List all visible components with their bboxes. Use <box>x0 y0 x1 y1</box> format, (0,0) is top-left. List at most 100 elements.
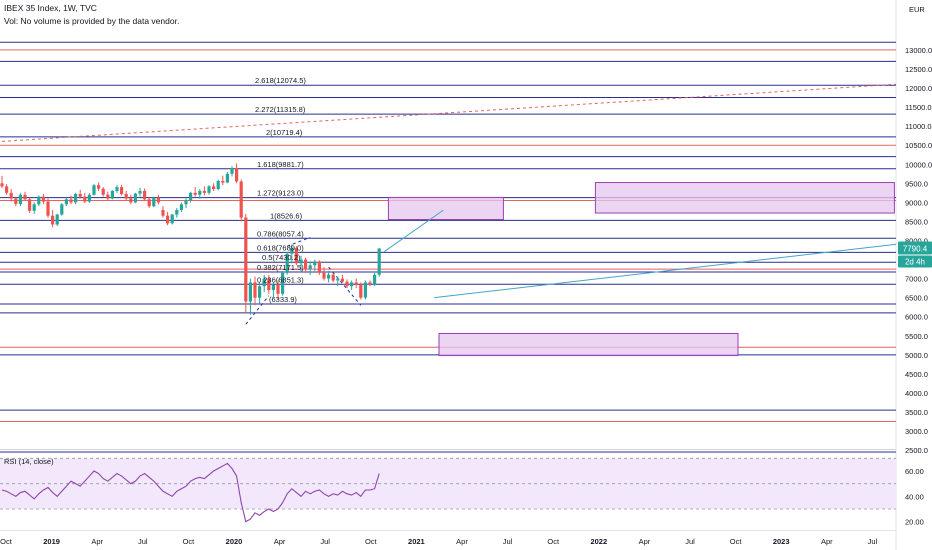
candle-body <box>184 200 188 205</box>
candle-body <box>60 204 64 215</box>
time-tick-label: Jul <box>685 537 695 546</box>
fib-label: 0.236(6851.3) <box>257 275 304 284</box>
countdown-label: 2d 4h <box>905 257 925 266</box>
candle-body <box>74 193 78 203</box>
candle-body <box>179 204 183 210</box>
candle-body <box>175 209 179 215</box>
fib-labels: 2.618(12074.5) 2.272(11315.8) 2(10719.4) 1.… <box>255 76 306 304</box>
candlesticks <box>0 163 381 315</box>
candle-body <box>46 201 50 216</box>
candle-body <box>235 168 239 182</box>
time-tick-label: Jul <box>138 537 148 546</box>
horizontal-levels <box>0 41 896 453</box>
rsi-tick-label: 60.00 <box>905 467 924 476</box>
candle-body <box>230 168 234 174</box>
candle-body <box>156 197 160 203</box>
rsi-tick-label: 40.00 <box>905 492 924 501</box>
candle-body <box>281 272 285 294</box>
candle-body <box>271 284 275 291</box>
candle-body <box>69 199 73 203</box>
price-tick-label: 12500.0 <box>905 65 932 74</box>
price-tick-label: 9000.0 <box>905 198 928 207</box>
time-tick-label: Oct <box>730 537 743 546</box>
candle-body <box>51 215 55 225</box>
candle-body <box>97 185 101 189</box>
candle-body <box>350 282 354 287</box>
candle-body <box>313 261 317 266</box>
candle-body <box>83 196 87 202</box>
price-tick-label: 10000.0 <box>905 160 932 169</box>
fib-label: 0.786(8057.4) <box>257 229 304 238</box>
candle-body <box>368 282 372 285</box>
trendline <box>245 295 270 325</box>
candle-body <box>276 284 280 294</box>
candle-body <box>244 217 248 302</box>
candle-body <box>14 198 18 204</box>
candle-body <box>299 259 303 264</box>
candle-body <box>212 186 216 190</box>
price-tick-label: 5500.0 <box>905 332 928 341</box>
fib-label: 1.272(9123.0) <box>257 189 304 198</box>
candle-body <box>248 282 252 302</box>
time-tick-label: 2019 <box>43 537 60 546</box>
candle-body <box>64 199 68 205</box>
candle-body <box>161 209 165 216</box>
candle-body <box>198 190 202 195</box>
fib-label: 2(10719.4) <box>266 128 303 137</box>
countdown-badge <box>898 255 932 268</box>
rsi-tick-label: 20.00 <box>905 518 924 527</box>
price-tick-label: 8500.0 <box>905 217 928 226</box>
trendlines <box>1 83 897 325</box>
candle-body <box>110 190 114 199</box>
candle-body <box>101 188 105 195</box>
candle-body <box>304 259 308 270</box>
candle-body <box>143 190 147 200</box>
candle-body <box>239 181 243 218</box>
candle-body <box>216 181 220 190</box>
time-tick-label: Jul <box>503 537 513 546</box>
candle-body <box>129 198 133 203</box>
time-tick-label: 2021 <box>408 537 425 546</box>
time-tick-label: 2022 <box>590 537 607 546</box>
price-tick-label: 12000.0 <box>905 84 932 93</box>
time-tick-label: Jul <box>868 537 878 546</box>
time-tick-label: Apr <box>274 537 286 546</box>
price-tick-label: 11000.0 <box>905 122 932 131</box>
price-tick-label: 13000.0 <box>905 46 932 55</box>
candle-body <box>253 282 257 298</box>
rsi-label: RSI (14, close) <box>4 457 54 466</box>
candle-body <box>37 196 41 205</box>
candle-body <box>166 215 170 224</box>
candle-body <box>207 186 211 193</box>
candle-body <box>189 192 193 201</box>
candle-body <box>267 278 271 291</box>
candle-body <box>262 278 266 287</box>
price-tick-label: 9500.0 <box>905 179 928 188</box>
candle-body <box>345 281 349 287</box>
candle-body <box>258 286 262 298</box>
candle-body <box>147 199 151 207</box>
candle-body <box>106 194 110 199</box>
candle-body <box>285 253 289 273</box>
candle-body <box>9 192 13 199</box>
trendline <box>1 83 897 142</box>
candle-body <box>124 193 128 199</box>
fib-label: 0.382(7171.5) <box>257 263 304 272</box>
currency-label: EUR <box>909 5 925 14</box>
candle-body <box>359 284 363 298</box>
price-tick-label: 3500.0 <box>905 408 928 417</box>
rsi-pane: RSI (14, close) 60.00 40.00 20.00 <box>0 457 924 527</box>
time-tick-label: Oct <box>547 537 560 546</box>
trendline <box>383 209 444 253</box>
price-tick-label: 11500.0 <box>905 103 932 112</box>
time-tick-label: Jul <box>320 537 330 546</box>
candle-body <box>41 196 45 202</box>
fib-label: 0.618(7689.0) <box>257 243 304 252</box>
price-tick-label: 3000.0 <box>905 427 928 436</box>
current-price-label: 7790.4 <box>903 244 928 253</box>
candle-body <box>317 261 321 273</box>
trendline <box>328 266 362 306</box>
candle-body <box>18 194 22 204</box>
supply-demand-zones <box>387 182 895 357</box>
